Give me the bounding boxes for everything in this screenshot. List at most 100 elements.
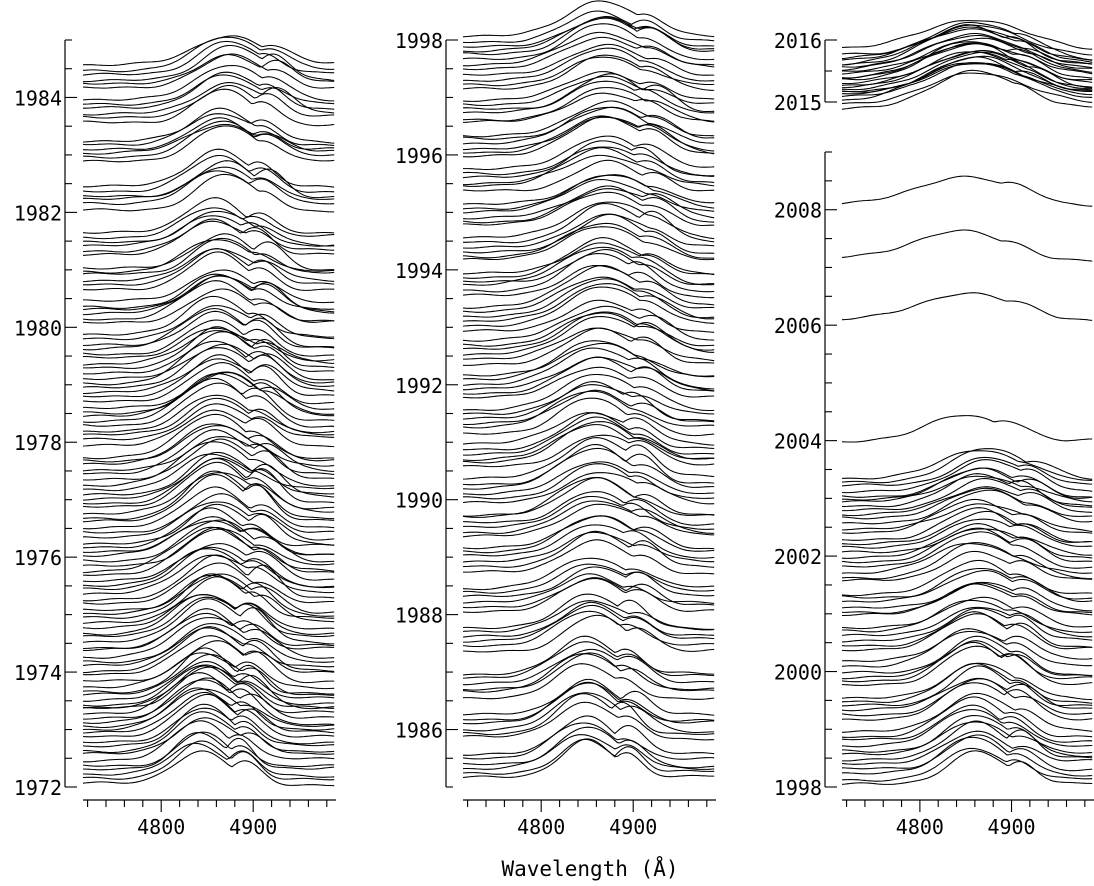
spectrum-line: [842, 721, 1093, 754]
spectrum-line: [82, 288, 335, 324]
spectrum-line: [841, 34, 1093, 68]
spectrum-line: [463, 242, 715, 276]
spectrum-line: [82, 740, 335, 781]
spectrum-line: [462, 43, 715, 76]
y-tick-label: 1998: [395, 29, 443, 53]
spectrum-line: [462, 106, 715, 145]
spectrum-line: [83, 677, 335, 720]
spectrum-line: [841, 459, 1093, 494]
y-tick-label: 2015: [774, 91, 822, 115]
y-tick-label: 2008: [774, 199, 822, 223]
spectrum-line: [462, 722, 715, 760]
spectrum-line: [82, 403, 335, 441]
spectrum-line: [82, 679, 335, 726]
spectrum-line: [841, 69, 1093, 110]
spectrum-line: [841, 20, 1093, 50]
spectrum-line: [83, 623, 335, 664]
spectrum-line: [462, 601, 715, 638]
spectrum-line: [83, 166, 335, 200]
spectrum-line: [462, 531, 715, 563]
spectrum-line: [841, 510, 1093, 546]
spectrum-line: [462, 653, 715, 693]
spectrum-line: [462, 515, 715, 554]
spectrum-line: [462, 264, 715, 299]
spectrum-line: [841, 43, 1093, 80]
spectrum-line: [462, 327, 715, 366]
spectrum-line: [841, 498, 1093, 534]
spectrum-line: [841, 507, 1093, 543]
spectrum-line: [462, 577, 715, 613]
spectrum-line: [462, 573, 715, 604]
y-tick-label: 2016: [774, 29, 822, 53]
spectrum-line: [462, 373, 715, 412]
spectrum-line: [463, 604, 715, 643]
spectrum-line: [462, 174, 715, 210]
spectrum-line: [462, 340, 715, 381]
spectrum-line: [841, 543, 1093, 574]
spectrum-line: [462, 188, 715, 220]
spectrum-line: [82, 573, 335, 614]
spectrum-line: [462, 178, 715, 214]
spectrum-line: [82, 40, 335, 76]
spectrum-line: [82, 627, 335, 668]
spectrum-line: [82, 308, 335, 351]
spectrum-line: [841, 229, 1093, 262]
spectrum-line: [841, 62, 1093, 98]
spectrum-line: [82, 173, 335, 213]
spectrum-line: [841, 640, 1093, 680]
spectrum-line: [82, 331, 335, 375]
spectrum-line: [462, 356, 715, 392]
spectrum-line: [83, 371, 335, 410]
spectrum-line: [82, 548, 335, 588]
spectrum-line: [462, 692, 715, 734]
spectrum-line: [462, 159, 715, 192]
spectrum-line: [82, 362, 335, 405]
spectrum-line: [463, 278, 715, 319]
spectrum-line: [463, 327, 715, 362]
spectrum-line: [82, 640, 335, 684]
spectrum-line: [82, 372, 335, 417]
spectrum-line: [82, 617, 335, 659]
spectrum-line: [841, 635, 1093, 677]
spectrum-line: [463, 539, 715, 575]
spectrum-line: [842, 473, 1093, 508]
spectrum-line: [462, 276, 715, 313]
spectrum-line: [841, 607, 1093, 643]
spectrum-line: [462, 443, 715, 486]
spectrum-line: [462, 185, 715, 224]
spectrum-line: [463, 135, 715, 171]
spectrum-line: [462, 477, 715, 517]
spectrum-line: [462, 213, 715, 249]
spectrum-line: [841, 677, 1093, 712]
spectrum-line: [82, 120, 335, 159]
spectrum-line: [462, 461, 715, 496]
spectrum-line: [841, 692, 1093, 733]
spectrum-line: [82, 647, 335, 695]
spectrum-line: [462, 147, 715, 187]
spectrum-line: [841, 51, 1093, 89]
spectrum-line: [462, 75, 715, 107]
spectrum-line: [82, 295, 335, 338]
spectrum-line: [462, 500, 715, 534]
panel-middle: 1986 1988 1990 1992 1994 1996 1998 4800 4900: [395, 0, 716, 839]
spectrum-line: [841, 175, 1093, 207]
spectrum-line: [462, 738, 715, 779]
spectrum-line: [83, 44, 335, 83]
spectrum-line: [82, 397, 335, 436]
spectrum-line: [82, 354, 335, 398]
spectrum-line: [82, 526, 335, 576]
spectrum-line: [841, 662, 1093, 701]
spectrum-line: [462, 80, 715, 114]
spectrum-line: [841, 709, 1093, 748]
spectrum-line: [82, 516, 335, 556]
spectrum-line: [462, 681, 715, 722]
spectrum-line: [462, 174, 715, 205]
spectrum-line: [462, 447, 715, 490]
spectrum-line: [83, 358, 335, 395]
spectrum-line: [462, 73, 715, 113]
spectrum-line: [463, 693, 715, 736]
spectrum-line: [462, 342, 715, 377]
spectrum-line: [82, 218, 335, 256]
spectrum-line: [82, 461, 335, 510]
spectrum-line: [82, 210, 335, 247]
